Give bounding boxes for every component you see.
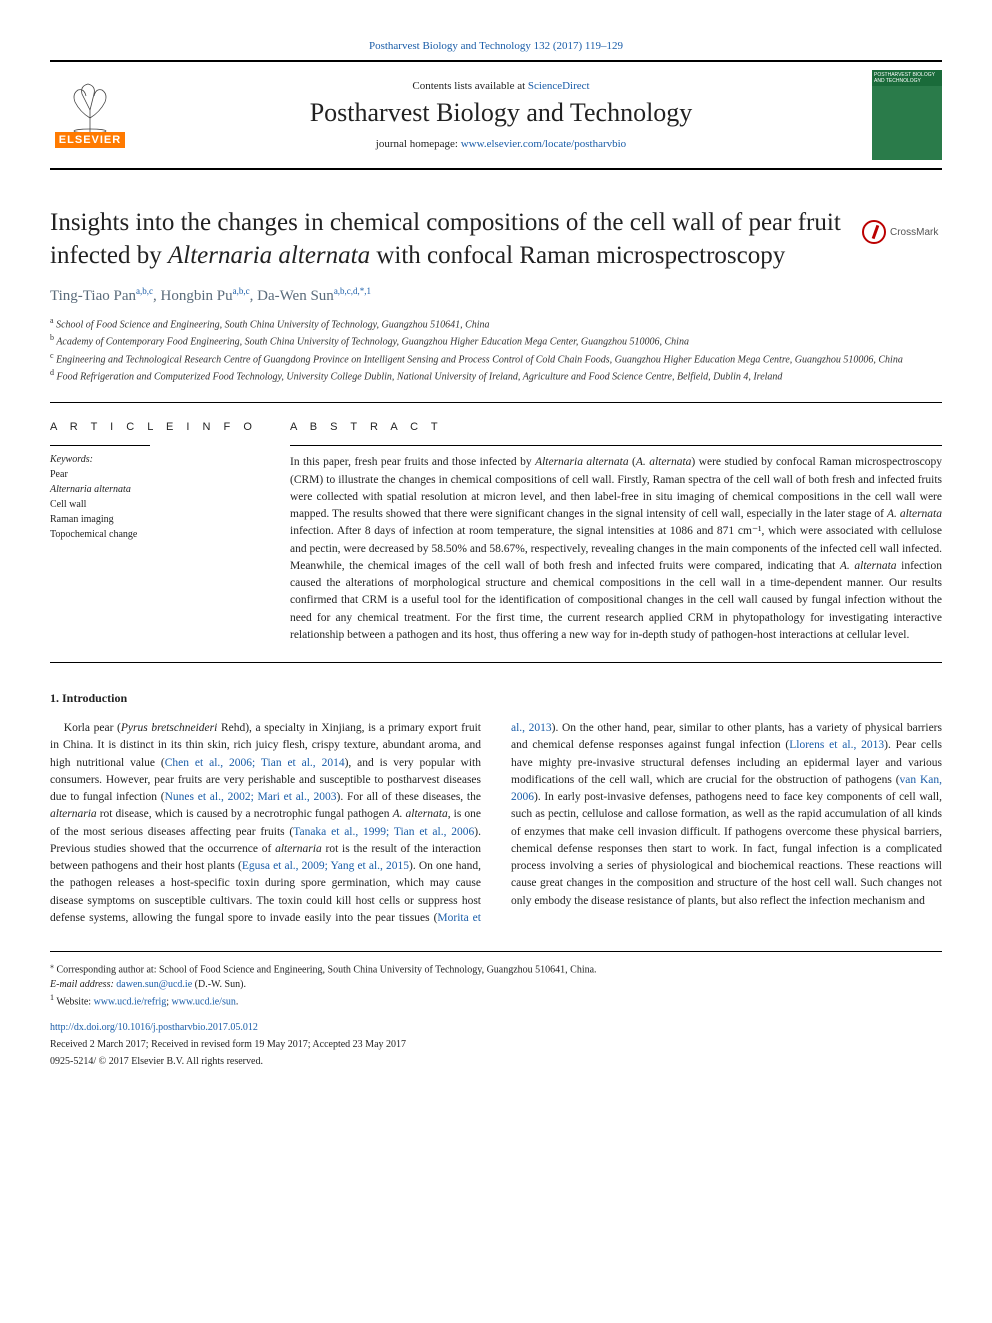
journal-citation[interactable]: Postharvest Biology and Technology 132 (…	[50, 40, 942, 52]
abs-italic: A. alternata	[887, 508, 942, 520]
crossmark-icon	[862, 220, 886, 244]
divider	[50, 662, 942, 663]
author-sup: a,b,c,d,*,1	[334, 286, 371, 296]
abstract-text: In this paper, fresh pear fruits and tho…	[290, 454, 942, 644]
author-list: Ting-Tiao Pana,b,c, Hongbin Pua,b,c, Da-…	[50, 286, 942, 305]
website-link[interactable]: www.ucd.ie/sun	[172, 997, 236, 1008]
corresponding-author: ⁎ Corresponding author at: School of Foo…	[50, 960, 942, 977]
keyword: Topochemical change	[50, 527, 260, 542]
citation-link[interactable]: Tanaka et al., 1999; Tian et al., 2006	[293, 826, 474, 838]
crossmark-badge[interactable]: CrossMark	[862, 212, 942, 252]
homepage-prefix: journal homepage:	[376, 138, 461, 150]
intro-italic: alternaria	[275, 843, 322, 855]
article-title: Insights into the changes in chemical co…	[50, 206, 846, 272]
section-heading: 1. Introduction	[50, 691, 942, 706]
abs-italic: A. alternata	[636, 456, 692, 468]
abstract-heading: A B S T R A C T	[290, 421, 942, 433]
author-name: Hongbin Pu	[161, 288, 233, 304]
affil-text: Academy of Contemporary Food Engineering…	[56, 337, 689, 348]
affil-lbl: a	[50, 316, 54, 325]
cover-text: POSTHARVEST BIOLOGY AND TECHNOLOGY	[874, 73, 940, 84]
lists-prefix: Contents lists available at	[412, 80, 527, 92]
intro-italic: Pyrus bretschneideri	[121, 722, 217, 734]
received-dates: Received 2 March 2017; Received in revis…	[50, 1037, 942, 1052]
crossmark-label: CrossMark	[890, 227, 938, 238]
journal-cover-icon: POSTHARVEST BIOLOGY AND TECHNOLOGY	[872, 70, 942, 160]
author: Da-Wen Suna,b,c,d,*,1	[257, 288, 371, 304]
citation-link[interactable]: Morita et al., 2013	[437, 722, 551, 924]
intro-italic: alternaria	[50, 808, 97, 820]
affiliation: d Food Refrigeration and Computerized Fo…	[50, 367, 942, 384]
citation-link[interactable]: Llorens et al., 2013	[789, 739, 884, 751]
website-link[interactable]: www.ucd.ie/refrig	[94, 997, 167, 1008]
journal-name: Postharvest Biology and Technology	[142, 98, 860, 128]
email-who: (D.-W. Sun).	[192, 979, 246, 990]
affil-lbl: d	[50, 368, 54, 377]
article-info-heading: A R T I C L E I N F O	[50, 421, 260, 433]
author: Ting-Tiao Pana,b,c	[50, 288, 153, 304]
affil-text: Engineering and Technological Research C…	[56, 354, 903, 365]
abs-italic: A. alternata	[840, 560, 897, 572]
elsevier-logo: ELSEVIER	[50, 75, 130, 155]
title-post: with confocal Raman microspectroscopy	[370, 242, 785, 269]
corr-lbl: ⁎	[50, 961, 54, 970]
divider	[290, 445, 942, 446]
affil-lbl: c	[50, 351, 54, 360]
citation-link[interactable]: Nunes et al., 2002; Mari et al., 2003	[165, 791, 337, 803]
web-prefix: Website:	[54, 997, 94, 1008]
intro-italic: A. alternata	[393, 808, 448, 820]
keyword: Raman imaging	[50, 512, 260, 527]
author-name: Da-Wen Sun	[257, 288, 334, 304]
email-label: E-mail address:	[50, 979, 116, 990]
author: Hongbin Pua,b,c	[161, 288, 250, 304]
copyright: 0925-5214/ © 2017 Elsevier B.V. All righ…	[50, 1054, 942, 1069]
website-line: 1 Website: www.ucd.ie/refrig; www.ucd.ie…	[50, 992, 942, 1009]
journal-banner: ELSEVIER Contents lists available at Sci…	[50, 60, 942, 170]
author-name: Ting-Tiao Pan	[50, 288, 136, 304]
affil-text: Food Refrigeration and Computerized Food…	[57, 371, 783, 382]
citation-link[interactable]: Egusa et al., 2009; Yang et al., 2015	[242, 860, 409, 872]
keyword: Pear	[50, 467, 260, 482]
divider-short	[50, 445, 150, 446]
keyword: Cell wall	[50, 497, 260, 512]
abs-italic: Alternaria alternata	[535, 456, 629, 468]
sciencedirect-link[interactable]: ScienceDirect	[528, 80, 590, 92]
author-sup: a,b,c	[136, 286, 153, 296]
author-sup: a,b,c	[233, 286, 250, 296]
affil-text: School of Food Science and Engineering, …	[56, 319, 489, 330]
email-link[interactable]: dawen.sun@ucd.ie	[116, 979, 192, 990]
keyword: Alternaria alternata	[50, 482, 260, 497]
affiliation: b Academy of Contemporary Food Engineeri…	[50, 332, 942, 349]
keywords-label: Keywords:	[50, 454, 260, 465]
contents-lists: Contents lists available at ScienceDirec…	[142, 80, 860, 92]
email-line: E-mail address: dawen.sun@ucd.ie (D.-W. …	[50, 977, 942, 992]
introduction-text: Korla pear (Pyrus bretschneideri Rehd), …	[50, 720, 942, 927]
divider	[50, 402, 942, 403]
footer: ⁎ Corresponding author at: School of Foo…	[50, 951, 942, 1069]
intro-txt: ). For all of these diseases, the	[337, 791, 481, 803]
journal-homepage: journal homepage: www.elsevier.com/locat…	[142, 138, 860, 150]
web-end: .	[236, 997, 239, 1008]
affil-lbl: b	[50, 333, 54, 342]
affiliations: a School of Food Science and Engineering…	[50, 315, 942, 384]
elsevier-wordmark: ELSEVIER	[55, 132, 125, 148]
intro-txt: ). In early post-invasive defenses, path…	[511, 791, 942, 907]
abs-txt: In this paper, fresh pear fruits and tho…	[290, 456, 535, 468]
title-italic: Alternaria alternata	[168, 242, 370, 269]
citation-link[interactable]: Chen et al., 2006; Tian et al., 2014	[165, 757, 345, 769]
intro-txt: Korla pear (	[64, 722, 121, 734]
homepage-link[interactable]: www.elsevier.com/locate/postharvbio	[461, 138, 626, 150]
affiliation: a School of Food Science and Engineering…	[50, 315, 942, 332]
abs-txt: (	[629, 456, 636, 468]
doi-link[interactable]: http://dx.doi.org/10.1016/j.postharvbio.…	[50, 1020, 942, 1035]
intro-txt: rot disease, which is caused by a necrot…	[97, 808, 393, 820]
elsevier-tree-icon	[60, 82, 120, 132]
corr-text: Corresponding author at: School of Food …	[57, 964, 597, 975]
affiliation: c Engineering and Technological Research…	[50, 350, 942, 367]
